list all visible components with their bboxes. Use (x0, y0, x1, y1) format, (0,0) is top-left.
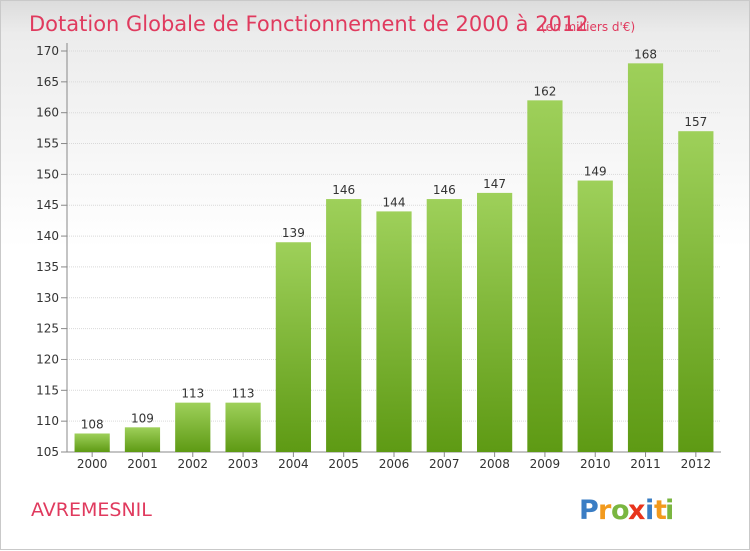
x-tick-label: 2001 (127, 457, 158, 471)
x-tick-label: 2007 (429, 457, 460, 471)
data-label: 146 (332, 183, 355, 197)
data-label: 162 (533, 84, 556, 98)
x-tick-label: 2004 (278, 457, 309, 471)
data-label: 146 (433, 183, 456, 197)
y-tick-label: 170 (36, 44, 59, 58)
bar (74, 433, 110, 452)
y-tick-label: 130 (36, 291, 59, 305)
logo-letter: t (654, 495, 667, 526)
y-tick-label: 105 (36, 445, 59, 459)
x-tick-label: 2003 (228, 457, 259, 471)
bar (326, 199, 362, 452)
logo-letter: o (611, 495, 630, 526)
bar (477, 192, 513, 452)
data-label: 109 (131, 411, 154, 425)
y-tick-label: 165 (36, 75, 59, 89)
x-tick-label: 2010 (580, 457, 611, 471)
y-tick-label: 160 (36, 106, 59, 120)
bar (225, 402, 261, 452)
bar (527, 100, 563, 452)
bars (74, 63, 714, 453)
labels: 105 110 115 120 125 130 135 140 145 150 155 160 165 1… (36, 44, 711, 471)
x-tick-label: 2006 (379, 457, 410, 471)
x-tick-label: 2008 (479, 457, 510, 471)
data-label: 113 (181, 387, 204, 401)
logo-letter: i (645, 495, 654, 526)
bar (376, 211, 412, 452)
y-tick-label: 125 (36, 322, 59, 336)
y-tick-label: 140 (36, 229, 59, 243)
place-name: AVREMESNIL (31, 499, 152, 521)
data-label: 168 (634, 47, 657, 61)
bar (124, 427, 161, 452)
y-tick-label: 115 (36, 383, 59, 397)
chart-title: Dotation Globale de Fonctionnement de 20… (29, 12, 589, 36)
bar (627, 63, 664, 452)
chart-subtitle: (en milliers d'€) (541, 20, 635, 34)
data-label: 149 (584, 165, 607, 179)
data-label: 139 (282, 226, 305, 240)
bar (175, 402, 211, 452)
bar (275, 242, 311, 452)
logo-letter: x (628, 495, 645, 526)
logo-letter: r (598, 495, 612, 526)
bar (577, 180, 613, 453)
x-tick-label: 2005 (328, 457, 359, 471)
y-tick-label: 120 (36, 352, 59, 366)
x-tick-label: 2012 (681, 457, 712, 471)
logo-letter: P (579, 495, 599, 526)
bar (426, 199, 462, 452)
x-tick-label: 2011 (630, 457, 661, 471)
x-tick-label: 2009 (530, 457, 561, 471)
logo-letter: i (665, 495, 674, 526)
y-tick-label: 110 (36, 414, 59, 428)
data-label: 144 (383, 195, 406, 209)
y-tick-label: 135 (36, 260, 59, 274)
bar (678, 131, 714, 452)
data-label: 113 (232, 387, 255, 401)
data-label: 157 (684, 115, 707, 129)
x-tick-label: 2000 (77, 457, 108, 471)
y-tick-label: 145 (36, 198, 59, 212)
x-tick-label: 2002 (177, 457, 208, 471)
data-label: 147 (483, 177, 506, 191)
y-tick-label: 150 (36, 167, 59, 181)
y-tick-label: 155 (36, 137, 59, 151)
data-label: 108 (81, 417, 104, 431)
